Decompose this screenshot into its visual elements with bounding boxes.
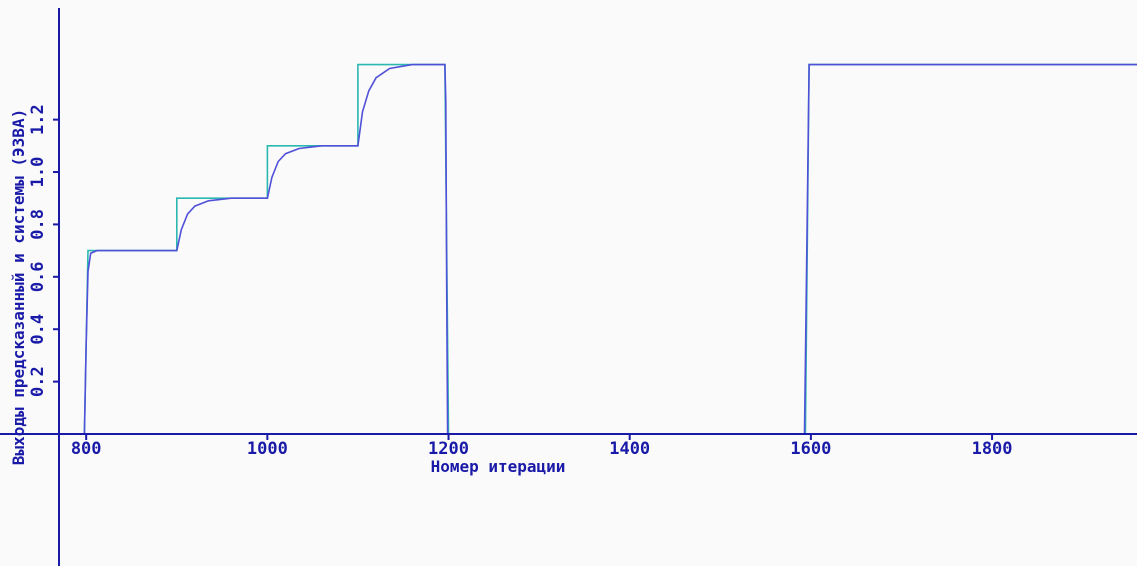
- x-tick-label: 1400: [609, 439, 650, 459]
- x-tick-label: 1000: [247, 439, 288, 459]
- x-tick-label: 1600: [790, 439, 831, 459]
- y-tick-label: 0.8: [28, 209, 48, 240]
- y-tick-label: 0.6: [28, 261, 48, 292]
- y-tick-label: 1.2: [28, 104, 48, 135]
- x-tick-label: 800: [71, 439, 102, 459]
- y-tick-label: 1.0: [28, 157, 48, 188]
- x-tick-label: 1200: [428, 439, 469, 459]
- x-tick-label: 1800: [972, 439, 1013, 459]
- y-axis-title: Выходы предсказанный и системы (ЭЗВА): [9, 109, 28, 465]
- y-ticks: 0.2 0.4 0.6 0.8 1.0 1.2: [28, 104, 59, 397]
- y-tick-label: 0.2: [28, 366, 48, 397]
- x-ticks: 800 1000 1200 1400 1600 1800: [71, 434, 1013, 459]
- y-tick-label: 0.4: [28, 314, 48, 345]
- series-line-1: [59, 63, 1137, 435]
- x-axis-title: Номер итерации: [431, 457, 566, 476]
